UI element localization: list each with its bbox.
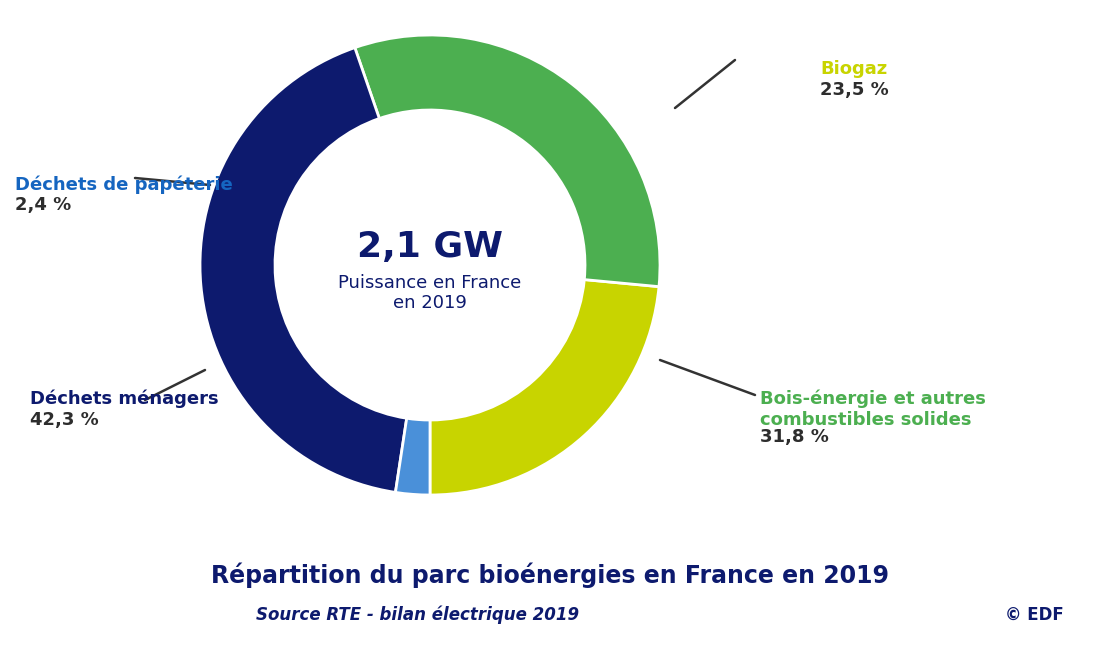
Text: Répartition du parc bioénergies en France en 2019: Répartition du parc bioénergies en Franc… xyxy=(211,562,889,588)
Text: Déchets de papéterie: Déchets de papéterie xyxy=(15,175,233,194)
Wedge shape xyxy=(200,47,407,493)
Text: 2,4 %: 2,4 % xyxy=(15,196,72,214)
Text: 42,3 %: 42,3 % xyxy=(30,411,99,429)
Wedge shape xyxy=(430,280,659,495)
Text: Déchets ménagers: Déchets ménagers xyxy=(30,390,219,408)
Text: Biogaz: Biogaz xyxy=(820,60,888,78)
Text: 2,1 GW: 2,1 GW xyxy=(358,230,503,264)
Wedge shape xyxy=(355,35,660,287)
Text: Bois-énergie et autres
combustibles solides: Bois-énergie et autres combustibles soli… xyxy=(760,390,986,429)
Text: Puissance en France
en 2019: Puissance en France en 2019 xyxy=(339,274,521,313)
Wedge shape xyxy=(395,418,430,495)
Text: © EDF: © EDF xyxy=(1004,606,1064,624)
Text: 31,8 %: 31,8 % xyxy=(760,428,829,446)
Text: Source RTE - bilan électrique 2019: Source RTE - bilan électrique 2019 xyxy=(256,606,580,624)
Text: 23,5 %: 23,5 % xyxy=(820,81,889,99)
